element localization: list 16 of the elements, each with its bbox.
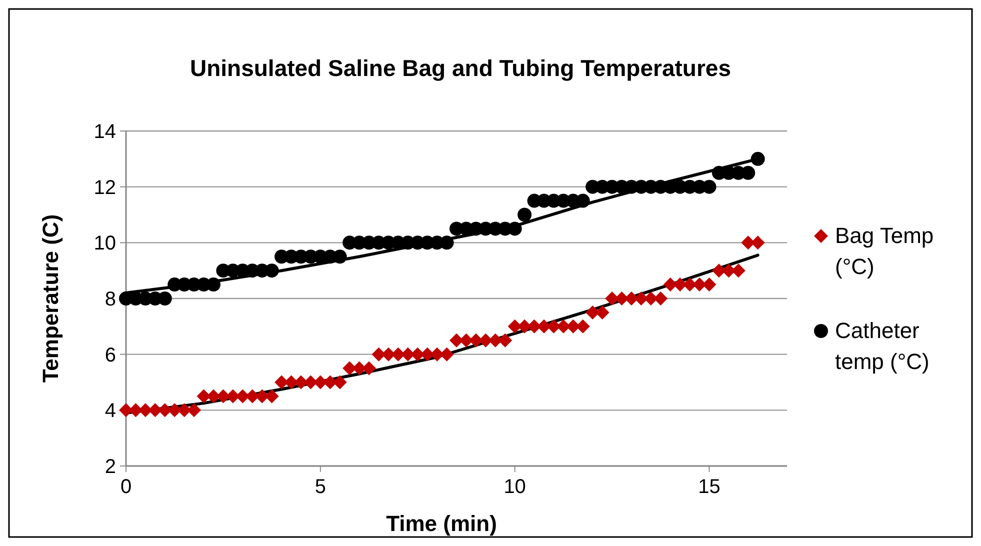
y-tick-label: 14 [94, 121, 116, 143]
y-axis-title: Temperature (C) [38, 214, 63, 383]
y-tick-label: 10 [94, 232, 116, 255]
x-axis-title: Time (min) [386, 511, 497, 536]
x-tick-label: 0 [120, 476, 132, 498]
chart-title: Uninsulated Saline Bag and Tubing Temperatures [190, 55, 732, 81]
y-tick-label: 12 [94, 176, 116, 199]
y-tick-label: 2 [104, 456, 116, 478]
legend-label: Catheter temp (°C) [835, 318, 930, 374]
y-tick-label: 6 [104, 344, 116, 366]
x-tick-label: 15 [698, 476, 720, 498]
y-tick-label: 8 [104, 288, 116, 310]
legend-label: Bag Temp (°C) [835, 223, 934, 279]
x-tick-label: 5 [314, 476, 326, 498]
y-tick-label: 4 [104, 400, 116, 422]
x-tick-label: 10 [504, 476, 526, 498]
